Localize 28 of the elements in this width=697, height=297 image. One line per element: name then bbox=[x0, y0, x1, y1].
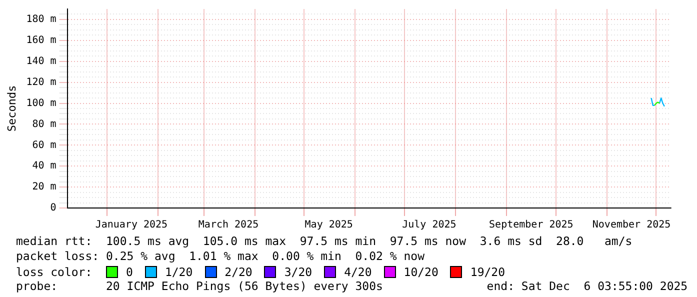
y-tick-label: 180 m bbox=[26, 14, 56, 26]
y-tick-label: 140 m bbox=[26, 56, 56, 67]
x-tick-label: November 2025 bbox=[592, 220, 671, 231]
legend-label: 1/20 bbox=[164, 264, 193, 278]
legend-title: loss color: bbox=[16, 264, 94, 278]
y-tick-label: 60 m bbox=[32, 140, 56, 151]
x-tick-label: September 2025 bbox=[489, 220, 574, 231]
x-tick-label: January 2025 bbox=[95, 220, 168, 231]
x-tick-label: March 2025 bbox=[198, 220, 259, 231]
text: probe: 20 ICMP Echo Pings (56 Bytes) every 300s end: Sat Dec 6 03:55:00 2025 bbox=[16, 279, 689, 294]
y-tick-label: 120 m bbox=[26, 76, 56, 88]
legend-label: 3/20 bbox=[284, 264, 312, 278]
x-tick-label: May 2025 bbox=[304, 220, 353, 231]
y-tick-label: 100 m bbox=[26, 98, 56, 109]
y-tick-label: 160 m bbox=[26, 35, 56, 46]
y-tick-label: 20 m bbox=[32, 182, 56, 193]
y-tick-label: 0 bbox=[50, 202, 56, 214]
legend-label: 0 bbox=[126, 264, 133, 278]
text: packet loss: 0.25 % avg 1.01 % max 0.00 % min 0.02 % now bbox=[16, 249, 426, 264]
legend-label: 2/20 bbox=[224, 264, 252, 278]
y-tick-label: 40 m bbox=[32, 160, 56, 172]
legend-label: 10/20 bbox=[404, 264, 438, 278]
legend-label: 4/20 bbox=[344, 264, 372, 278]
legend-label: 19/20 bbox=[470, 264, 506, 278]
y-tick-label: 80 m bbox=[32, 118, 56, 130]
x-tick-label: July 2025 bbox=[402, 220, 456, 231]
text: median rtt: 100.5 ms avg 105.0 ms max 97.5 ms min 97.5 ms now 3.6 ms sd 28.0 am/s bbox=[16, 234, 634, 249]
y-axis-title: Seconds bbox=[5, 85, 18, 132]
